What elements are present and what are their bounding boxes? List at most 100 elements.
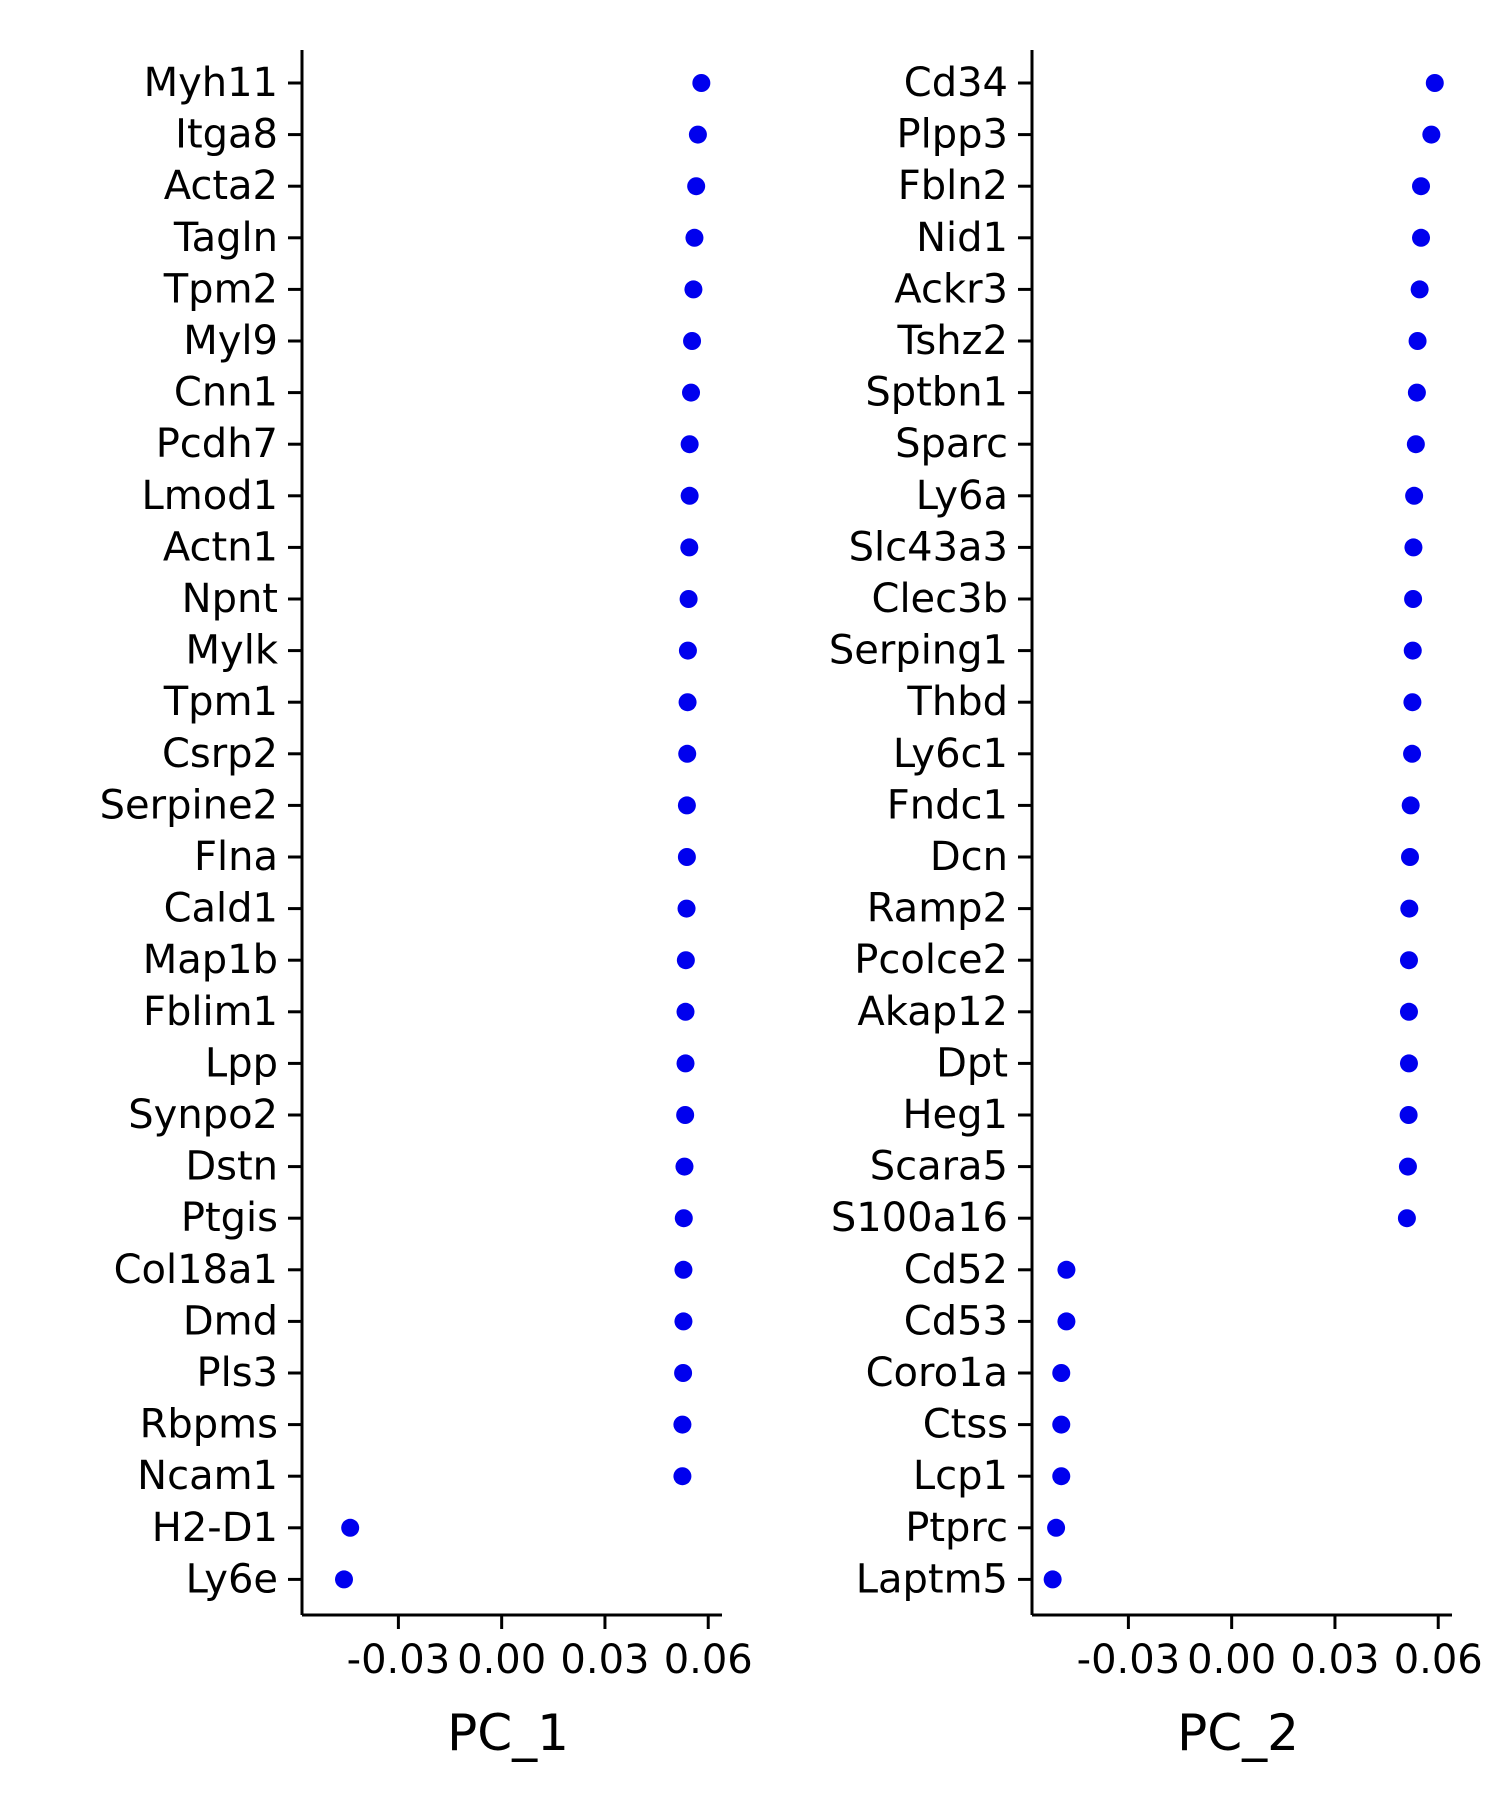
gene-label: Clec3b — [872, 576, 1008, 622]
gene-label: Dstn — [185, 1144, 278, 1190]
gene-label: Rbpms — [140, 1402, 278, 1448]
data-point — [1057, 1312, 1076, 1331]
gene-label: Plpp3 — [897, 112, 1008, 158]
x-tick-label: -0.03 — [1077, 1637, 1181, 1683]
gene-label: Csrp2 — [162, 731, 278, 777]
x-axis-title: PC_2 — [1177, 1704, 1299, 1762]
gene-label: Actn1 — [163, 524, 278, 570]
gene-label: Ramp2 — [867, 886, 1008, 932]
gene-label: Npnt — [182, 576, 278, 622]
gene-label: Dpt — [936, 1040, 1008, 1086]
gene-label: Ptgis — [181, 1195, 278, 1241]
data-point — [1047, 1518, 1066, 1537]
data-point — [1398, 1157, 1417, 1176]
data-point — [1399, 1054, 1418, 1073]
data-point — [1404, 590, 1423, 608]
data-point — [1412, 177, 1431, 196]
data-point — [1406, 435, 1425, 454]
gene-label: Dmd — [183, 1298, 278, 1344]
data-point — [678, 744, 697, 763]
data-point — [674, 1312, 693, 1331]
gene-label: Tpm1 — [163, 679, 278, 725]
gene-label: Tpm2 — [163, 266, 278, 312]
data-point — [1400, 899, 1419, 918]
data-point — [678, 693, 697, 712]
gene-label: Fbln2 — [898, 163, 1008, 209]
data-point — [679, 590, 698, 608]
gene-label: Cd34 — [904, 60, 1008, 106]
data-point — [676, 1106, 695, 1124]
gene-label: Map1b — [143, 937, 278, 983]
data-point — [1399, 951, 1418, 970]
gene-label: Laptm5 — [856, 1556, 1008, 1602]
data-point — [688, 125, 707, 144]
data-point — [673, 1415, 692, 1434]
data-point — [1399, 1002, 1418, 1021]
x-tick-label: 0.00 — [457, 1637, 546, 1683]
data-point — [1408, 332, 1427, 350]
data-point — [1052, 1415, 1071, 1434]
gene-label: Pls3 — [196, 1350, 278, 1396]
data-point — [677, 899, 696, 918]
data-point — [1404, 538, 1423, 557]
data-point — [680, 486, 699, 505]
data-point — [1401, 796, 1420, 815]
gene-label: Lcp1 — [913, 1453, 1008, 1499]
data-point — [677, 848, 696, 866]
gene-label: Pcdh7 — [156, 421, 278, 467]
data-point — [341, 1518, 360, 1537]
data-point — [1399, 1106, 1418, 1124]
gene-label: Sparc — [895, 421, 1008, 467]
gene-label: Heg1 — [902, 1092, 1008, 1138]
data-point — [675, 1157, 694, 1176]
data-point — [687, 177, 706, 196]
data-point — [1405, 486, 1424, 505]
gene-label: Ctss — [923, 1402, 1008, 1448]
gene-label: Nid1 — [916, 215, 1008, 261]
data-point — [678, 641, 697, 660]
data-point — [335, 1570, 353, 1589]
data-point — [683, 332, 702, 350]
gene-label: Myl9 — [183, 318, 278, 364]
gene-label: Cd53 — [904, 1298, 1008, 1344]
data-point — [1403, 744, 1422, 763]
data-point — [673, 1467, 692, 1486]
gene-label: Col18a1 — [114, 1247, 278, 1293]
gene-label: Sptbn1 — [865, 370, 1008, 416]
data-point — [684, 280, 703, 299]
data-point — [1052, 1467, 1071, 1486]
data-point — [680, 538, 699, 557]
data-point — [674, 1364, 693, 1382]
data-point — [1407, 383, 1426, 402]
data-point — [1410, 280, 1429, 299]
gene-label: Cnn1 — [174, 370, 278, 416]
gene-label: Ptprc — [905, 1505, 1008, 1551]
x-tick-label: -0.03 — [347, 1637, 451, 1683]
data-point — [692, 74, 711, 92]
data-point — [677, 796, 696, 815]
pc2-panel: Cd34 Plpp3 Fbln2 Nid1 Ackr3 Tshz2 Sptbn1 Sparc L… — [829, 50, 1483, 1762]
gene-label: S100a16 — [831, 1195, 1008, 1241]
x-tick-label: 0.06 — [1394, 1637, 1483, 1683]
gene-label: Ly6e — [186, 1556, 278, 1602]
gene-label: Slc43a3 — [849, 524, 1008, 570]
gene-label: H2-D1 — [152, 1505, 278, 1551]
data-point — [674, 1260, 693, 1279]
data-point — [1043, 1570, 1062, 1589]
gene-label: Serpine2 — [100, 782, 278, 828]
data-point — [1052, 1364, 1071, 1382]
gene-label: Ncam1 — [137, 1453, 278, 1499]
gene-label: Itga8 — [175, 112, 278, 158]
gene-label: Lmod1 — [141, 473, 278, 519]
data-point — [1057, 1260, 1076, 1279]
data-point — [1397, 1209, 1416, 1228]
gene-label: Fndc1 — [887, 782, 1008, 828]
gene-label: Coro1a — [866, 1350, 1008, 1396]
gene-label: Synpo2 — [128, 1092, 278, 1138]
gene-label: Dcn — [930, 834, 1008, 880]
data-point — [682, 383, 701, 402]
data-point — [674, 1209, 693, 1228]
gene-label: Tagln — [173, 215, 278, 261]
x-tick-label: 0.00 — [1187, 1637, 1276, 1683]
